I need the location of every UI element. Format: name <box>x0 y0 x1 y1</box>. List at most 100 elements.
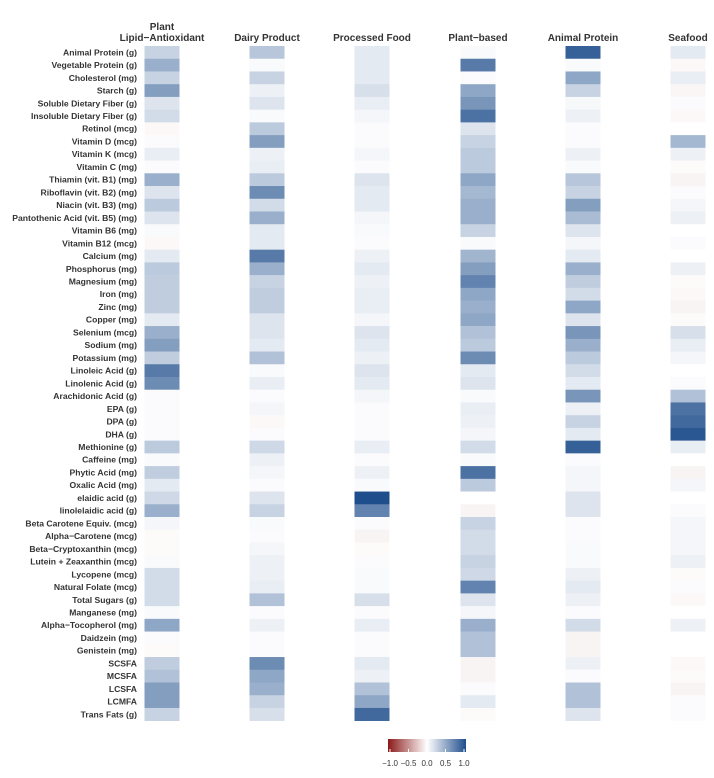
heatmap-cell <box>144 351 180 365</box>
row-label: Phosphorus (mg) <box>66 264 137 274</box>
heatmap-cell <box>249 160 285 174</box>
heatmap-cell <box>144 96 180 110</box>
heatmap-cell <box>354 262 390 276</box>
heatmap-cell <box>144 707 180 721</box>
row-label: Genistein (mg) <box>77 646 137 656</box>
heatmap-cell <box>144 338 180 352</box>
heatmap-cell <box>144 529 180 543</box>
heatmap-cell <box>354 173 390 187</box>
heatmap-cell <box>144 440 180 454</box>
row-label: Oxalic Acid (mg) <box>70 480 138 490</box>
heatmap-cell <box>565 707 601 721</box>
heatmap-cell <box>144 657 180 671</box>
heatmap-cell <box>354 160 390 174</box>
heatmap-cell <box>144 491 180 505</box>
row-label: Cholesterol (mg) <box>69 73 137 83</box>
heatmap-cell <box>565 58 601 72</box>
row-label: Lutein + Zeaxanthin (mcg) <box>30 557 137 567</box>
heatmap-cell <box>460 555 496 569</box>
heatmap-cell <box>460 504 496 518</box>
heatmap-cell <box>354 580 390 594</box>
row-label: Starch (g) <box>97 86 137 96</box>
row-label: DPA (g) <box>106 417 137 427</box>
heatmap-cell <box>249 249 285 263</box>
heatmap-cell <box>670 71 706 85</box>
heatmap-cell <box>249 389 285 403</box>
heatmap-cell <box>354 364 390 378</box>
heatmap-cell <box>670 109 706 123</box>
heatmap-cell <box>460 364 496 378</box>
heatmap-cell <box>354 529 390 543</box>
heatmap-cell <box>460 618 496 632</box>
heatmap-cell <box>460 707 496 721</box>
heatmap-cell <box>144 669 180 683</box>
heatmap-cell <box>354 631 390 645</box>
heatmap-cell <box>144 198 180 212</box>
column-label: Seafood <box>668 33 707 44</box>
heatmap-cell <box>354 338 390 352</box>
heatmap-cell <box>460 682 496 696</box>
heatmap-cell <box>249 618 285 632</box>
heatmap-cell <box>249 84 285 98</box>
heatmap-cell <box>249 96 285 110</box>
heatmap-cell <box>144 364 180 378</box>
column-label: Plant <box>150 22 175 33</box>
row-label: Beta Carotene Equiv. (mcg) <box>25 518 137 528</box>
heatmap-cell <box>565 415 601 429</box>
heatmap-cell <box>460 580 496 594</box>
row-label: EPA (g) <box>107 404 137 414</box>
row-label: Phytic Acid (mg) <box>70 467 138 477</box>
heatmap-cell <box>144 580 180 594</box>
heatmap-cell <box>354 122 390 136</box>
heatmap-cell <box>249 669 285 683</box>
heatmap-cell <box>565 300 601 314</box>
row-label: Arachidonic Acid (g) <box>53 391 137 401</box>
heatmap-cell <box>460 300 496 314</box>
heatmap-cell <box>354 84 390 98</box>
heatmap-cell <box>670 466 706 480</box>
row-label: Vitamin D (mcg) <box>72 136 137 146</box>
heatmap-cell <box>670 606 706 620</box>
heatmap-cell <box>144 135 180 149</box>
heatmap-cell <box>144 427 180 441</box>
heatmap-cell <box>670 555 706 569</box>
heatmap-cell <box>670 58 706 72</box>
heatmap-cell <box>144 173 180 187</box>
heatmap-cell <box>354 542 390 556</box>
heatmap-cell <box>670 249 706 263</box>
heatmap-cell <box>354 644 390 658</box>
heatmap-cell <box>354 275 390 289</box>
heatmap-cell <box>144 326 180 340</box>
heatmap-cell <box>670 84 706 98</box>
heatmap-cell <box>565 275 601 289</box>
heatmap-cell <box>144 631 180 645</box>
heatmap-cell <box>565 440 601 454</box>
heatmap-cell <box>670 695 706 709</box>
heatmap-cell <box>460 593 496 607</box>
heatmap-cell <box>354 466 390 480</box>
heatmap-cell <box>565 84 601 98</box>
heatmap-cell <box>249 567 285 581</box>
heatmap-cell <box>565 631 601 645</box>
heatmap-cell <box>460 109 496 123</box>
row-label: Potassium (mg) <box>73 353 138 363</box>
heatmap-cell <box>354 555 390 569</box>
heatmap-cell <box>354 300 390 314</box>
heatmap-cell <box>144 389 180 403</box>
heatmap-cell <box>670 415 706 429</box>
heatmap-cell <box>144 287 180 301</box>
heatmap-cell <box>354 109 390 123</box>
row-label: Beta−Cryptoxanthin (mcg) <box>29 544 137 554</box>
heatmap-cell <box>460 695 496 709</box>
heatmap-cell <box>670 300 706 314</box>
heatmap-cell <box>565 109 601 123</box>
heatmap-cell <box>144 466 180 480</box>
heatmap-cell <box>460 122 496 136</box>
heatmap-cell <box>354 71 390 85</box>
heatmap-cell <box>670 504 706 518</box>
heatmap-cell <box>354 593 390 607</box>
heatmap-cell <box>670 402 706 416</box>
heatmap-cell <box>565 682 601 696</box>
heatmap-cell <box>460 71 496 85</box>
